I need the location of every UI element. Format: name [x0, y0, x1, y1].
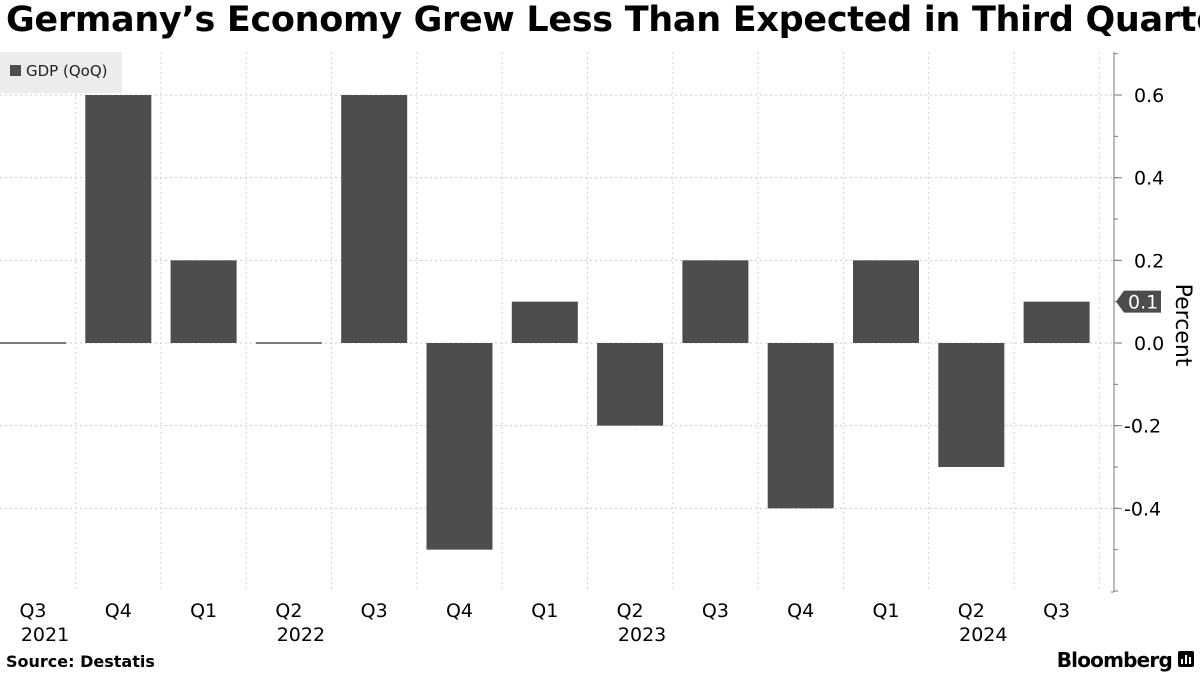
gdp-bar-chart: 0.6 0.4 0.2 0.0 -0.2 -0.4 0.1 Percent Q3 Q4 Q1 Q2 Q…	[0, 52, 1195, 645]
x-tick-label: Q3	[19, 600, 46, 622]
x-tick-label: Q3	[702, 600, 729, 622]
legend: GDP (QoQ)	[0, 52, 122, 93]
legend-label: GDP (QoQ)	[26, 62, 107, 80]
x-tick-label: Q3	[361, 600, 388, 622]
bars	[0, 95, 1090, 550]
x-tick-label: Q4	[446, 600, 473, 622]
bar-10	[853, 260, 919, 343]
bar-11	[938, 343, 1005, 467]
x-year-label: 2023	[618, 624, 666, 645]
y-axis: 0.6 0.4 0.2 0.0 -0.2 -0.4 0.1 Percent	[1111, 52, 1195, 593]
y-tick-label: 0.4	[1134, 168, 1164, 190]
x-tick-label: Q1	[190, 600, 217, 622]
bar-8	[682, 260, 749, 343]
x-tick-label: Q3	[1043, 600, 1070, 622]
source-note: Source: Destatis	[6, 652, 155, 671]
bloomberg-terminal-icon	[1178, 651, 1194, 667]
bar-4	[341, 95, 408, 344]
chart-title: Germany’s Economy Grew Less Than Expecte…	[6, 0, 1200, 40]
legend-swatch	[10, 65, 21, 76]
bar-1	[85, 95, 152, 344]
bar-12	[1023, 301, 1090, 343]
bar-6	[511, 301, 578, 343]
y-tick-label: 0.6	[1134, 85, 1164, 107]
x-tick-label: Q4	[787, 600, 814, 622]
last-value-flag	[1116, 290, 1161, 313]
bar-5	[426, 343, 493, 550]
y-tick-label: 0.0	[1134, 333, 1164, 355]
x-year-label: 2024	[959, 624, 1007, 645]
x-year-label: 2022	[277, 624, 325, 645]
bar-7	[597, 343, 664, 426]
bar-9	[767, 343, 834, 509]
x-tick-label: Q1	[531, 600, 558, 622]
last-value-label: 0.1	[1128, 292, 1158, 314]
y-tick-label: -0.2	[1124, 416, 1161, 438]
x-tick-label: Q2	[958, 600, 985, 622]
bloomberg-logo: Bloomberg	[1056, 648, 1173, 672]
y-tick-label: 0.2	[1134, 250, 1164, 272]
x-tick-label: Q2	[275, 600, 302, 622]
y-axis-title: Percent	[1170, 284, 1195, 367]
x-tick-label: Q1	[872, 600, 899, 622]
x-tick-label: Q4	[105, 600, 132, 622]
y-tick-label: -0.4	[1124, 498, 1161, 520]
x-year-label: 2021	[21, 624, 69, 645]
bar-2	[170, 260, 237, 343]
x-tick-label: Q2	[617, 600, 644, 622]
